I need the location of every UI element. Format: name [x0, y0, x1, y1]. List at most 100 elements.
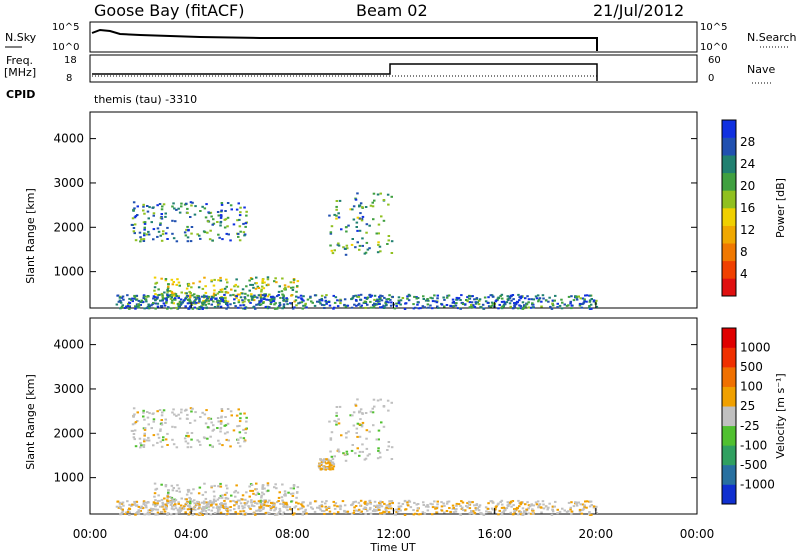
data-cell [477, 509, 481, 512]
data-cell [310, 506, 313, 509]
data-cell [187, 283, 191, 286]
data-cell [244, 292, 247, 295]
data-cell [164, 438, 168, 441]
data-cell [186, 225, 189, 228]
data-cell [277, 500, 280, 502]
colorbar-tick: 500 [740, 360, 763, 374]
data-cell [147, 230, 150, 233]
data-cell [180, 497, 183, 500]
data-cell [311, 507, 314, 510]
data-cell [358, 423, 361, 426]
data-cell [173, 207, 176, 210]
data-cell [470, 304, 473, 306]
data-cell [366, 509, 369, 512]
data-cell [186, 236, 190, 239]
data-cell [513, 302, 516, 305]
data-cell [204, 303, 207, 306]
data-cell [220, 502, 224, 505]
data-cell [206, 503, 209, 506]
data-cell [464, 509, 467, 512]
data-cell [318, 463, 321, 466]
data-cell [375, 303, 379, 306]
data-cell [351, 502, 355, 505]
data-cell [171, 292, 174, 295]
data-cell [498, 509, 501, 512]
data-cell [592, 299, 596, 302]
data-cell [208, 444, 212, 447]
data-cell [241, 299, 244, 302]
data-cell [527, 512, 530, 515]
data-cell [275, 281, 278, 284]
data-cell [560, 307, 564, 310]
data-cell [361, 443, 364, 446]
data-cell [377, 429, 381, 432]
data-cell [365, 429, 369, 432]
data-cell [422, 295, 425, 298]
data-cell [260, 503, 264, 506]
data-cell [417, 513, 421, 516]
data-cell [119, 300, 122, 303]
data-cell [366, 303, 369, 306]
colorbar-segment [722, 137, 736, 156]
data-cell [357, 508, 361, 511]
data-cell [335, 423, 338, 426]
data-cell [351, 238, 354, 240]
data-cell [590, 513, 593, 516]
data-cell [156, 513, 159, 516]
data-cell [171, 283, 175, 286]
data-cell [369, 295, 372, 298]
data-cell [190, 492, 193, 495]
data-cell [190, 432, 194, 434]
data-cell [424, 299, 428, 302]
data-cell [297, 296, 300, 299]
data-cell [197, 501, 200, 504]
data-cell [575, 296, 578, 299]
data-cell [124, 305, 128, 308]
data-cell [180, 408, 183, 411]
data-cell [210, 485, 213, 488]
data-cell [455, 502, 459, 505]
data-cell [459, 307, 462, 310]
data-cell [152, 228, 156, 231]
data-cell [295, 295, 298, 298]
data-cell [491, 302, 495, 305]
data-cell [248, 279, 251, 282]
freq-panel [89, 54, 698, 83]
data-cell [375, 509, 379, 512]
data-cell [179, 298, 183, 301]
data-cell [219, 505, 223, 508]
data-cell [223, 287, 227, 290]
data-cell [364, 500, 367, 503]
data-cell [162, 297, 165, 300]
data-cell [491, 508, 495, 511]
data-cell [177, 281, 181, 284]
data-cell [167, 489, 170, 492]
data-cell [357, 303, 360, 306]
data-cell [122, 504, 125, 507]
data-cell [143, 513, 146, 516]
data-cell [133, 413, 136, 416]
data-cell [207, 295, 210, 298]
data-cell [176, 278, 179, 281]
data-cell [143, 434, 146, 437]
data-cell [212, 296, 215, 299]
data-cell [595, 299, 598, 302]
data-cell [459, 299, 462, 301]
data-cell [250, 298, 254, 301]
data-cell [495, 299, 498, 302]
data-cell [134, 513, 137, 516]
data-cell [291, 492, 295, 495]
data-cell [226, 225, 229, 228]
data-cell [156, 296, 159, 299]
data-cell [525, 508, 529, 511]
data-cell [489, 294, 492, 297]
data-cell [162, 302, 166, 305]
data-cell [378, 245, 382, 248]
data-cell [186, 508, 190, 511]
data-cell [300, 297, 303, 300]
data-cell [397, 502, 401, 505]
data-cell [225, 509, 228, 511]
data-cell [406, 295, 409, 298]
data-cell [381, 512, 384, 515]
data-cell [223, 226, 227, 229]
